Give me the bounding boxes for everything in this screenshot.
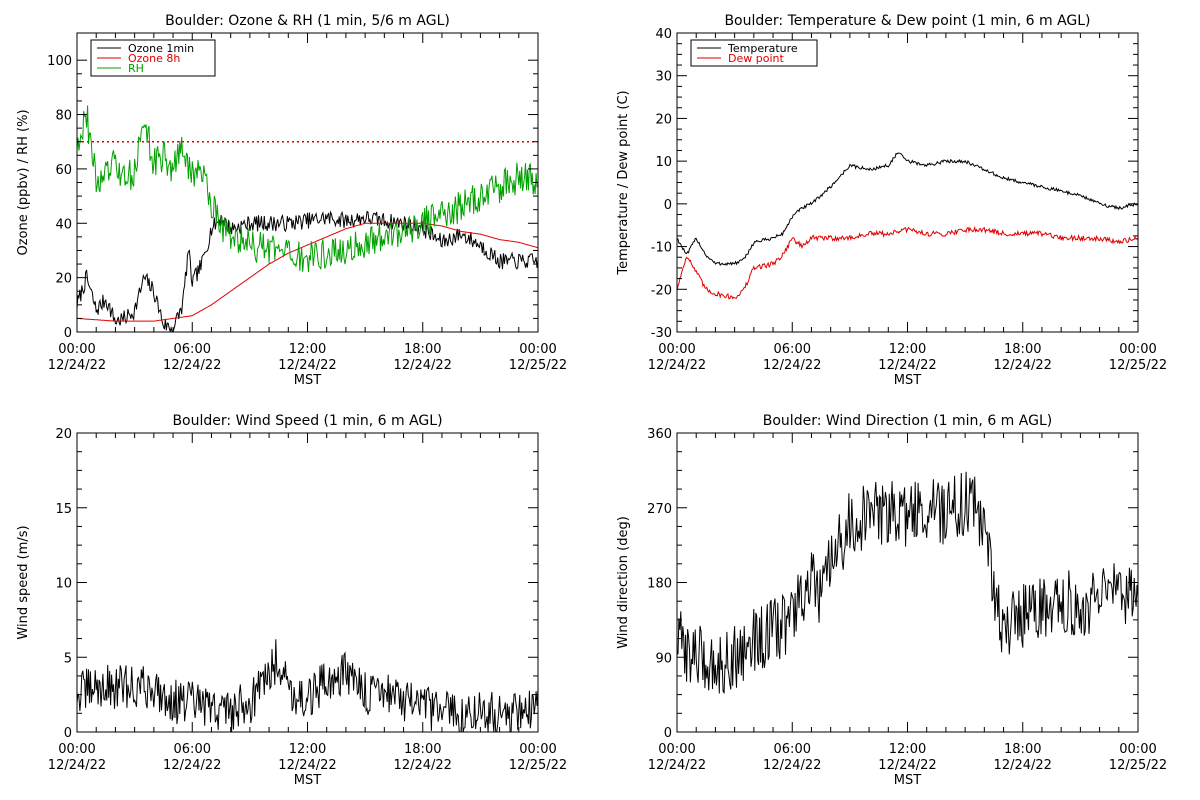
y-tick-label: 15	[55, 502, 72, 517]
y-tick-label: 0	[664, 726, 672, 741]
x-tick-date: 12/24/22	[878, 358, 936, 373]
y-tick-label: 20	[55, 427, 72, 442]
y-tick-label: 90	[655, 651, 672, 666]
legend-label: Temperature	[727, 42, 798, 55]
y-tick-label: 10	[55, 577, 72, 592]
x-tick-date: 12/24/22	[163, 758, 221, 773]
x-tick-time: 00:00	[658, 342, 695, 357]
x-tick-time: 00:00	[519, 342, 556, 357]
x-tick-date: 12/25/22	[1109, 758, 1167, 773]
y-tick-label: -30	[651, 326, 672, 341]
y-tick-label: 180	[647, 577, 672, 592]
x-tick-time: 12:00	[889, 342, 926, 357]
y-tick-label: 100	[47, 54, 72, 69]
x-tick-date: 12/24/22	[763, 358, 821, 373]
y-tick-label: 20	[55, 272, 72, 287]
x-axis-label: MST	[294, 773, 321, 788]
chart-wind_speed: Boulder: Wind Speed (1 min, 6 m AGL) 0 5 10…	[16, 413, 567, 788]
x-tick-date: 12/24/22	[648, 758, 706, 773]
x-tick-date: 12/24/22	[278, 358, 336, 373]
series-line-0	[677, 152, 1138, 267]
series-line-2	[77, 105, 538, 273]
y-axis-label: Ozone (ppbv) / RH (%)	[16, 109, 31, 255]
y-tick-label: 10	[655, 155, 672, 170]
x-tick-time: 12:00	[289, 742, 326, 757]
x-tick-time: 06:00	[774, 342, 811, 357]
y-tick-label: 0	[64, 726, 72, 741]
legend-label: RH	[128, 62, 144, 75]
y-tick-label: 30	[655, 70, 672, 85]
plot-frame	[676, 32, 1139, 333]
x-tick-time: 00:00	[1119, 742, 1156, 757]
x-tick-time: 18:00	[1004, 742, 1041, 757]
y-tick-label: 270	[647, 502, 672, 517]
chart-ozone_rh: Boulder: Ozone & RH (1 min, 5/6 m AGL) 0 2…	[16, 13, 567, 388]
legend-label: Ozone 8h	[128, 52, 180, 65]
x-tick-time: 06:00	[174, 342, 211, 357]
y-tick-label: -20	[651, 283, 672, 298]
x-tick-date: 12/25/22	[509, 758, 567, 773]
y-tick-label: 60	[55, 163, 72, 178]
x-tick-date: 12/25/22	[1109, 358, 1167, 373]
y-axis-label: Wind direction (deg)	[616, 516, 631, 649]
chart-wind_dir: Boulder: Wind Direction (1 min, 6 m AGL)…	[616, 413, 1167, 788]
chart-title: Boulder: Ozone & RH (1 min, 5/6 m AGL)	[165, 13, 450, 29]
x-tick-date: 12/24/22	[48, 758, 106, 773]
y-axis-label: Wind speed (m/s)	[16, 525, 31, 639]
y-tick-label: 80	[55, 109, 72, 124]
x-tick-date: 12/24/22	[48, 358, 106, 373]
x-tick-date: 12/24/22	[994, 358, 1052, 373]
x-tick-time: 06:00	[774, 742, 811, 757]
x-tick-date: 12/24/22	[763, 758, 821, 773]
series-line-1	[677, 225, 1138, 300]
x-tick-time: 00:00	[58, 742, 95, 757]
series-line-0	[677, 471, 1138, 694]
x-tick-date: 12/24/22	[163, 358, 221, 373]
y-tick-label: 0	[64, 326, 72, 341]
legend-box	[690, 39, 818, 67]
chart-temp_dew: Boulder: Temperature & Dew point (1 min,…	[616, 13, 1167, 388]
x-tick-date: 12/24/22	[278, 758, 336, 773]
y-tick-label: 40	[655, 27, 672, 42]
x-tick-time: 06:00	[174, 742, 211, 757]
x-tick-time: 12:00	[289, 342, 326, 357]
y-tick-label: -10	[651, 241, 672, 256]
x-tick-time: 00:00	[519, 742, 556, 757]
x-tick-date: 12/25/22	[509, 358, 567, 373]
y-tick-label: 40	[55, 217, 72, 232]
legend-label: Ozone 1min	[128, 42, 194, 55]
x-axis-label: MST	[894, 373, 921, 388]
series-line-0	[77, 210, 538, 332]
x-tick-date: 12/24/22	[878, 758, 936, 773]
series-line-0	[77, 639, 538, 732]
x-tick-time: 18:00	[1004, 342, 1041, 357]
y-axis-label: Temperature / Dew point (C)	[616, 90, 631, 275]
legend-label: Dew point	[728, 52, 784, 65]
plot-frame	[76, 32, 539, 333]
x-tick-time: 18:00	[404, 342, 441, 357]
x-tick-date: 12/24/22	[994, 758, 1052, 773]
x-tick-date: 12/24/22	[394, 358, 452, 373]
x-tick-time: 00:00	[58, 342, 95, 357]
x-tick-time: 00:00	[658, 742, 695, 757]
x-axis-label: MST	[294, 373, 321, 388]
x-tick-time: 00:00	[1119, 342, 1156, 357]
chart-title: Boulder: Wind Speed (1 min, 6 m AGL)	[172, 413, 442, 429]
chart-title: Boulder: Wind Direction (1 min, 6 m AGL)	[763, 413, 1052, 429]
x-axis-label: MST	[894, 773, 921, 788]
x-tick-time: 12:00	[889, 742, 926, 757]
y-tick-label: 360	[647, 427, 672, 442]
plot-frame	[76, 432, 539, 733]
series-line-1	[77, 222, 538, 322]
y-tick-label: 5	[64, 651, 72, 666]
x-tick-date: 12/24/22	[648, 358, 706, 373]
chart-title: Boulder: Temperature & Dew point (1 min,…	[724, 13, 1090, 29]
x-tick-date: 12/24/22	[394, 758, 452, 773]
x-tick-time: 18:00	[404, 742, 441, 757]
y-tick-label: 0	[664, 198, 672, 213]
y-tick-label: 20	[655, 112, 672, 127]
